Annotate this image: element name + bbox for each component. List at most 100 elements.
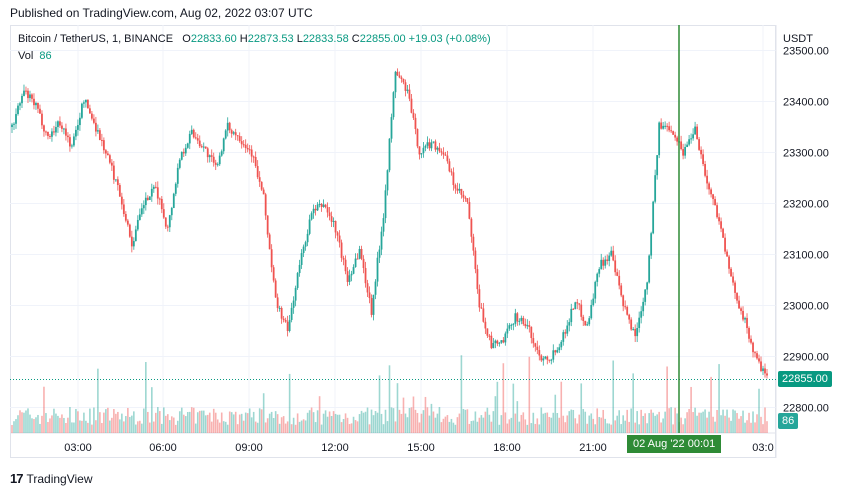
candle-body: [202, 146, 205, 148]
volume-bar: [11, 424, 13, 433]
volume-bar: [264, 422, 267, 433]
candle-body: [716, 205, 718, 218]
volume-bar: [684, 418, 686, 433]
volume-bar: [614, 420, 617, 433]
volume-bar: [292, 417, 295, 433]
candle-body: [73, 136, 75, 146]
volume-bar: [314, 422, 317, 433]
candle-body: [164, 217, 167, 227]
candle-body: [336, 232, 339, 236]
volume-bar: [414, 409, 417, 433]
candle-body: [304, 242, 307, 247]
volume-bar: [490, 421, 493, 433]
candle-body: [534, 343, 537, 347]
candle-body: [308, 219, 311, 234]
candle-body: [706, 175, 708, 184]
candle-body: [390, 117, 393, 139]
candle-body: [714, 199, 716, 206]
candle-body: [114, 179, 117, 181]
candle-body: [594, 281, 597, 299]
volume-bar: [542, 413, 545, 433]
volume-bar: [436, 413, 439, 433]
candle-body: [322, 204, 325, 207]
symbol-legend: Bitcoin / TetherUS, 1, BINANCE O22833.60…: [18, 33, 491, 45]
volume-bar: [288, 373, 291, 433]
volume-bar: [188, 411, 191, 433]
volume-bar: [588, 415, 591, 433]
volume-bar: [153, 421, 155, 433]
volume-bar: [676, 413, 678, 433]
volume-bar: [260, 409, 263, 433]
volume-bar: [742, 410, 744, 433]
candle-body: [680, 141, 683, 150]
volume-bar: [224, 421, 227, 433]
candle-body: [728, 256, 730, 269]
volume-bar: [69, 407, 71, 433]
candle-body: [620, 285, 623, 296]
volume-bar: [13, 421, 15, 433]
candle-body: [55, 127, 57, 133]
currency-label[interactable]: USDT: [783, 33, 813, 45]
candle-body: [552, 350, 555, 360]
volume-bar: [556, 413, 559, 433]
candle-body: [258, 177, 261, 182]
candle-body: [626, 306, 629, 315]
volume-bar: [49, 418, 51, 433]
volume-bar: [45, 413, 47, 433]
candle-body: [500, 340, 503, 343]
candle-body: [226, 122, 229, 131]
volume-bar: [622, 415, 624, 433]
candle-body: [220, 151, 223, 156]
time-tick-label: 21:00: [579, 442, 607, 454]
volume-bar: [488, 414, 491, 433]
candle-body: [670, 130, 673, 132]
candle-body: [172, 193, 175, 208]
volume-bar: [580, 383, 583, 433]
volume-bar: [748, 412, 750, 433]
candle-body: [166, 226, 169, 228]
candle-body: [108, 155, 111, 163]
volume-bar: [67, 417, 69, 433]
volume-bar: [428, 415, 431, 433]
candle-body: [284, 319, 287, 322]
volume-bar: [668, 408, 670, 433]
volume-bar: [350, 423, 353, 433]
change-value: +19.03 (+0.08%): [408, 33, 491, 45]
volume-bar: [500, 415, 503, 433]
candle-body: [418, 146, 421, 155]
volume-bar: [43, 386, 45, 433]
candle-body: [198, 140, 201, 147]
candle-body: [742, 310, 744, 320]
volume-bar: [346, 417, 349, 433]
volume-bar: [738, 418, 740, 433]
volume-bar: [432, 411, 435, 433]
volume-bar: [660, 422, 662, 433]
candle-body: [270, 249, 273, 268]
candle-body: [666, 125, 669, 127]
candle-body: [69, 137, 71, 147]
candle-body: [254, 156, 257, 167]
volume-bar: [284, 423, 287, 433]
candle-body: [110, 162, 113, 166]
candle-body: [488, 335, 491, 337]
volume-bar: [151, 387, 153, 433]
candle-body: [580, 304, 583, 317]
candle-body: [436, 147, 439, 150]
candle-body: [224, 130, 227, 139]
volume-bar: [180, 407, 183, 433]
close-value: 22855.00: [359, 33, 406, 45]
published-caption: Published on TradingView.com, Aug 02, 20…: [10, 6, 313, 20]
volume-bar: [342, 418, 345, 433]
volume-bar: [636, 411, 638, 433]
candle-body: [118, 185, 121, 197]
volume-bar: [312, 412, 315, 433]
candle-body: [600, 259, 603, 270]
candle-body: [398, 75, 401, 78]
candle-body: [720, 221, 722, 229]
candle-body: [116, 179, 119, 186]
footer-brand[interactable]: 17 TradingView: [10, 471, 93, 486]
candle-body: [762, 368, 764, 371]
volume-bar: [372, 415, 375, 433]
volume-bar: [250, 417, 253, 433]
